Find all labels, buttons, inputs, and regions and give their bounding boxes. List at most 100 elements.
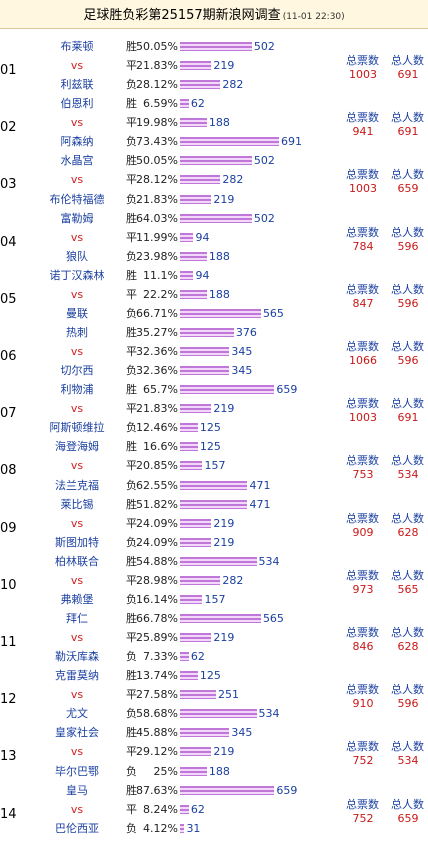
result-line: vs 平 27.58% 251: [0, 686, 428, 704]
away-team-link[interactable]: 斯图加特: [55, 535, 99, 549]
away-team-link[interactable]: 巴伦西亚: [55, 821, 99, 835]
vote-bar: [180, 594, 203, 604]
result-line: vs 平 19.98% 188: [0, 114, 428, 132]
home-team-link[interactable]: 拜仁: [66, 612, 88, 625]
vote-count: 219: [213, 192, 235, 206]
result-line: vs 平 25.89% 219: [0, 629, 428, 647]
vote-count: 62: [190, 802, 205, 816]
home-team-link[interactable]: 克雷莫纳: [55, 669, 99, 683]
away-team-link[interactable]: 尤文: [66, 707, 88, 721]
away-team-link[interactable]: 勒沃库森: [55, 650, 99, 664]
result-label: 平: [126, 631, 137, 645]
total-people-label: 总人数: [391, 683, 424, 697]
result-line: 热刺 胜 35.27% 376: [0, 324, 428, 342]
home-team-link[interactable]: 布莱顿: [60, 40, 94, 53]
home-team-link[interactable]: 诺丁汉森林: [49, 268, 105, 282]
vote-bar: [180, 156, 252, 166]
percent-value: 12.46%: [136, 421, 178, 435]
away-team-link[interactable]: 布伦特福德: [49, 192, 105, 206]
result-line: 柏林联合 胜 54.88% 534: [0, 553, 428, 571]
result-label: 胜: [126, 383, 137, 397]
total-votes-label: 总票数: [346, 626, 379, 639]
result-line: vs 平 8.24% 62: [0, 801, 428, 819]
home-team-link[interactable]: 皇家社会: [55, 726, 99, 740]
vote-count: 565: [262, 306, 284, 320]
survey-page: 足球胜负彩第25157期新浪网调查 (11-01 22:30) 01 布莱顿胜 50.…: [0, 0, 428, 835]
result-label: 胜: [126, 554, 137, 568]
home-team-link[interactable]: 热刺: [66, 326, 88, 339]
vs-label: vs: [70, 345, 84, 359]
result-label: 负: [126, 249, 137, 263]
vote-count: 219: [213, 535, 235, 549]
home-team-link[interactable]: 莱比锡: [60, 497, 94, 511]
vote-bar: [180, 80, 221, 90]
vote-count: 94: [195, 230, 210, 244]
vote-count: 502: [253, 211, 275, 225]
home-team-link[interactable]: 伯恩利: [60, 97, 94, 111]
total-votes-value: 753: [352, 468, 374, 482]
away-team-link[interactable]: 阿森纳: [60, 135, 94, 149]
match-row: 09 莱比锡胜 51.82% 471 vs 平 24.09% 219 斯图加特负 24.09% 21…: [0, 496, 428, 582]
result-line: vs 平 24.09% 219: [0, 515, 428, 533]
result-line: vs 平 28.12% 282: [0, 171, 428, 189]
vote-count: 125: [199, 440, 221, 454]
result-label: 负: [126, 364, 137, 378]
vs-label: vs: [70, 459, 84, 473]
home-team-link[interactable]: 水晶宫: [60, 154, 94, 168]
match-number: 08: [0, 463, 17, 479]
vs-label: vs: [70, 116, 84, 130]
header-bar: 足球胜负彩第25157期新浪网调查 (11-01 22:30): [0, 0, 428, 29]
away-team-link[interactable]: 弗赖堡: [60, 592, 94, 606]
vote-bar: [180, 442, 198, 452]
total-people-label: 总人数: [391, 397, 424, 411]
vote-bar: [180, 823, 185, 833]
match-number: 02: [0, 120, 17, 136]
result-label: 负: [126, 421, 137, 435]
percent-value: 11.99%: [136, 230, 178, 244]
total-people-label: 总人数: [391, 168, 424, 182]
vote-count: 125: [199, 669, 221, 683]
total-people-value: 596: [397, 239, 419, 253]
vote-bar: [180, 270, 194, 280]
vote-count: 188: [208, 249, 230, 263]
result-line: vs 平 21.83% 219: [0, 57, 428, 75]
result-label: 平: [126, 745, 137, 759]
total-people-label: 总人数: [391, 740, 424, 754]
vote-count: 534: [258, 707, 280, 721]
total-votes-label: 总票数: [346, 454, 379, 468]
total-people-value: 659: [397, 811, 419, 825]
percent-value: 21.83%: [136, 59, 178, 73]
total-votes-label: 总票数: [346, 740, 379, 754]
vote-bar: [180, 671, 198, 681]
away-team-link[interactable]: 切尔西: [60, 364, 94, 378]
result-line: 利物浦 胜 65.7% 659: [0, 381, 428, 399]
match-row: 05 诺丁汉森林胜 11.1% 94 vs 平 22.2% 188 曼联负 66.71% 565 总票…: [0, 267, 428, 353]
result-label: 负: [126, 707, 137, 721]
home-team-link[interactable]: 海登海姆: [55, 440, 99, 454]
total-votes-value: 752: [352, 754, 374, 768]
vote-bar: [180, 537, 212, 547]
vote-bar: [180, 747, 212, 757]
result-line: 利兹联 负 28.12% 282: [0, 76, 428, 94]
away-team-link[interactable]: 利兹联: [60, 78, 94, 92]
total-people-value: 628: [397, 525, 419, 539]
home-team-link[interactable]: 利物浦: [60, 383, 94, 397]
away-team-link[interactable]: 狼队: [66, 249, 88, 263]
total-people-label: 总人数: [391, 626, 424, 639]
result-line: 皇家社会 胜 45.88% 345: [0, 724, 428, 742]
home-team-link[interactable]: 富勒姆: [60, 211, 94, 225]
match-number: 03: [0, 177, 17, 193]
away-team-link[interactable]: 曼联: [66, 306, 88, 320]
match-row: 13 皇家社会胜 45.88% 345 vs 平 29.12% 219 毕尔巴鄂负 25% 188 总…: [0, 724, 428, 810]
away-team-link[interactable]: 毕尔巴鄂: [55, 764, 99, 778]
result-line: 切尔西 负 32.36% 345: [0, 362, 428, 380]
timestamp: (11-01 22:30): [282, 12, 345, 22]
home-team-link[interactable]: 皇马: [66, 783, 88, 797]
result-label: 平: [126, 59, 137, 73]
away-team-link[interactable]: 法兰克福: [55, 478, 99, 492]
vote-bar: [180, 347, 230, 357]
result-line: 诺丁汉森林 胜 11.1% 94: [0, 267, 428, 285]
away-team-link[interactable]: 阿斯顿维拉: [49, 421, 105, 435]
home-team-link[interactable]: 柏林联合: [55, 554, 99, 568]
percent-value: 11.1%: [143, 268, 178, 282]
